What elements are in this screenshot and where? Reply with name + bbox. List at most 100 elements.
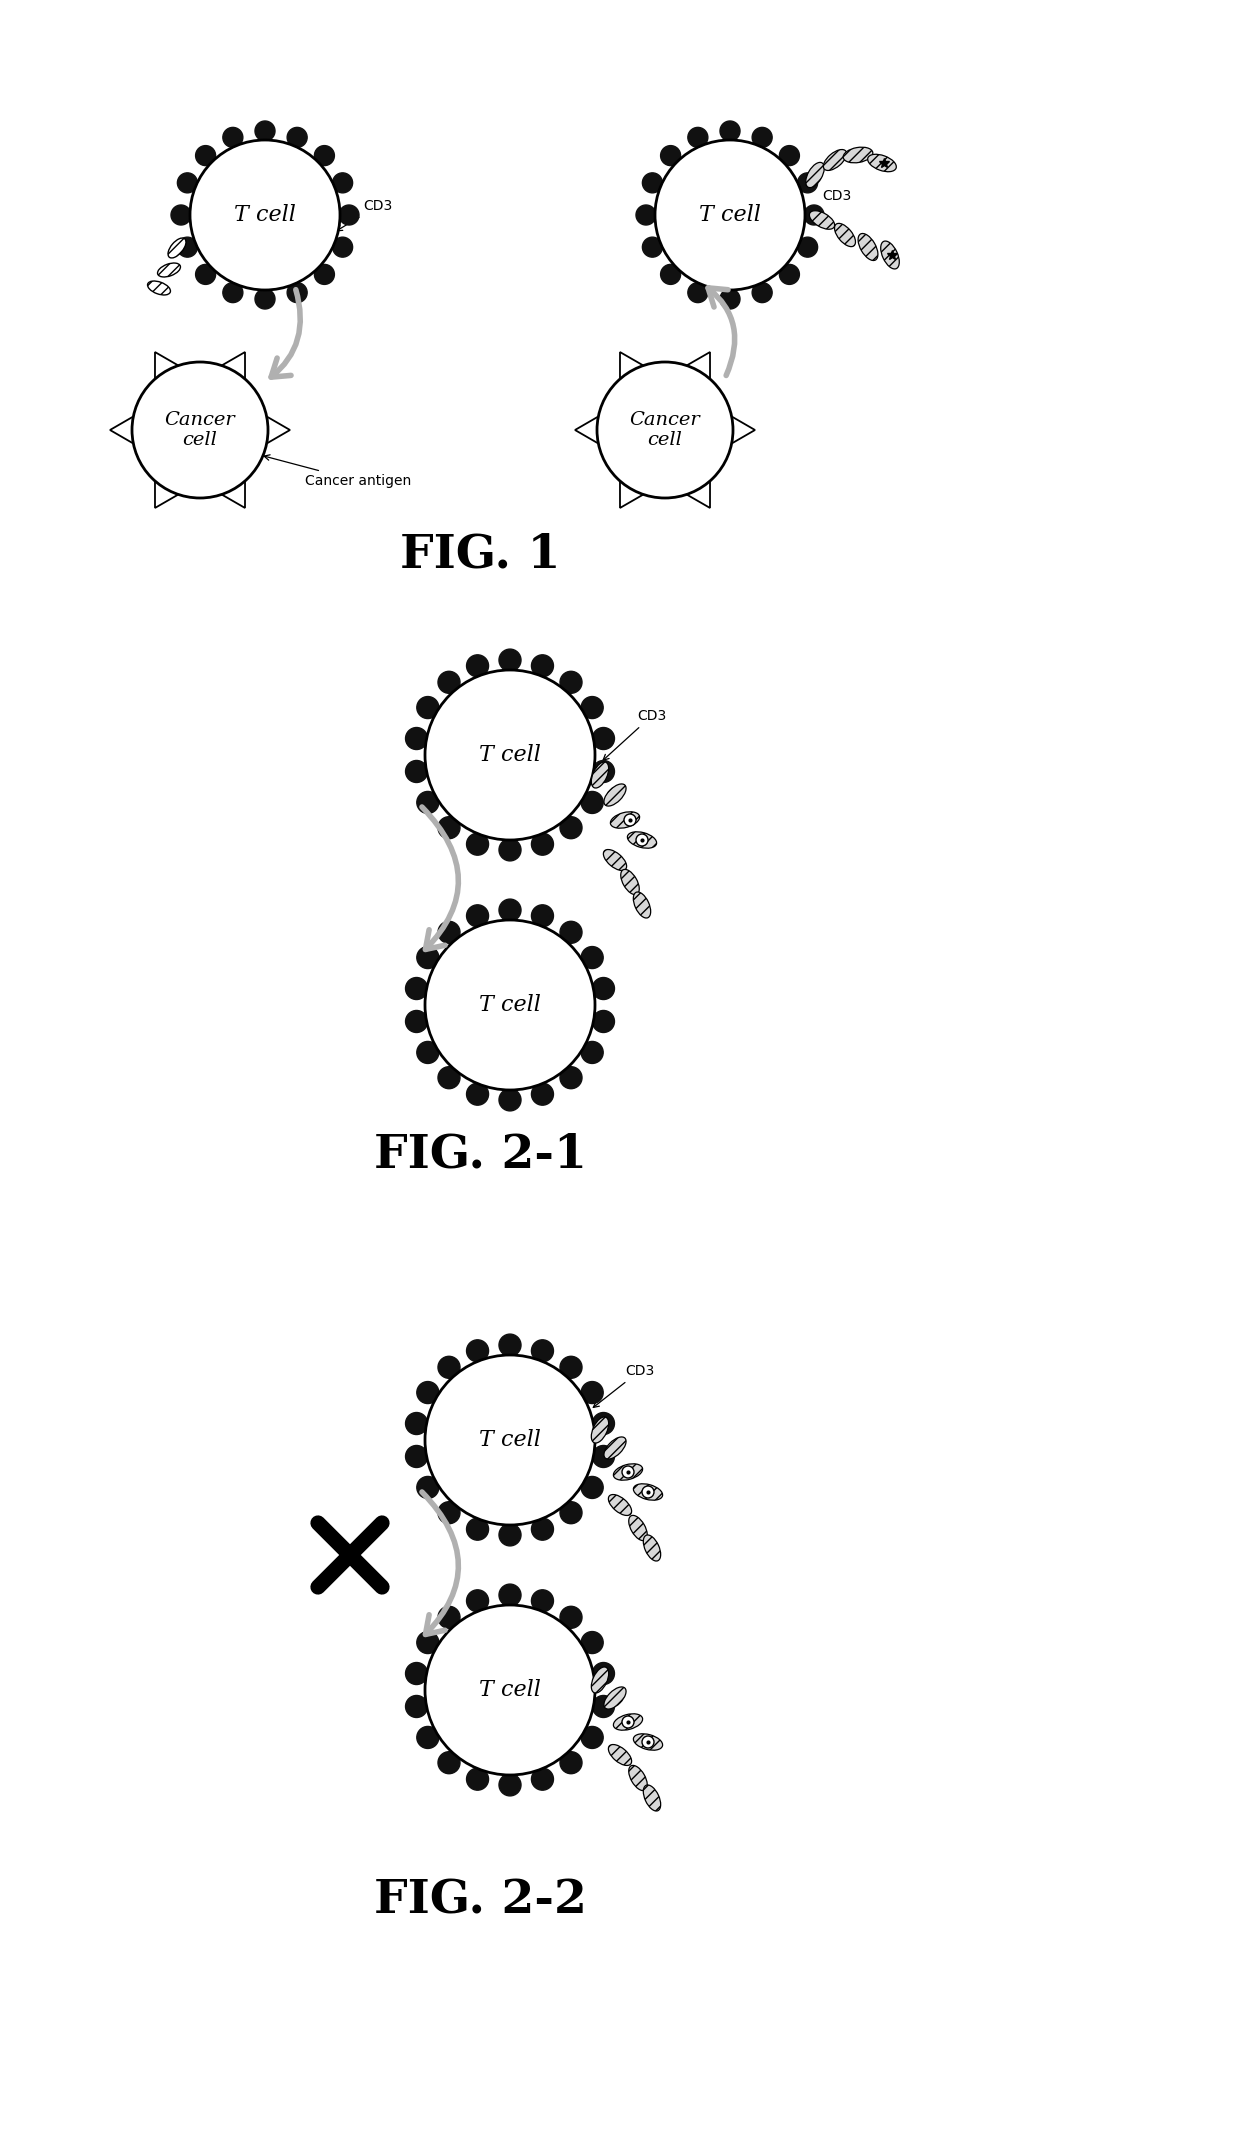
- Circle shape: [560, 671, 582, 694]
- Circle shape: [438, 671, 460, 694]
- Circle shape: [425, 921, 595, 1091]
- Ellipse shape: [880, 241, 899, 270]
- Circle shape: [753, 127, 773, 147]
- Text: T cell: T cell: [699, 205, 761, 226]
- Circle shape: [593, 1445, 615, 1468]
- Circle shape: [438, 1067, 460, 1089]
- Circle shape: [642, 1736, 653, 1749]
- Text: CD3: CD3: [593, 1365, 655, 1408]
- Circle shape: [593, 1011, 615, 1033]
- Ellipse shape: [614, 1464, 642, 1481]
- Circle shape: [560, 921, 582, 944]
- Circle shape: [582, 1477, 603, 1498]
- Circle shape: [532, 1518, 553, 1539]
- FancyArrowPatch shape: [422, 1492, 459, 1634]
- Circle shape: [438, 1751, 460, 1774]
- Text: Cancer
cell: Cancer cell: [630, 410, 701, 448]
- Circle shape: [131, 362, 268, 498]
- Circle shape: [196, 265, 216, 285]
- Circle shape: [417, 1382, 439, 1404]
- Circle shape: [466, 1082, 489, 1106]
- Circle shape: [177, 237, 197, 257]
- Circle shape: [288, 282, 308, 302]
- Circle shape: [466, 832, 489, 856]
- Circle shape: [532, 1768, 553, 1789]
- Ellipse shape: [591, 1667, 609, 1692]
- Ellipse shape: [644, 1535, 661, 1561]
- Circle shape: [636, 205, 656, 224]
- Ellipse shape: [634, 1733, 662, 1751]
- Circle shape: [466, 655, 489, 677]
- Circle shape: [532, 1339, 553, 1363]
- Circle shape: [223, 127, 243, 147]
- Text: FIG. 2-1: FIG. 2-1: [373, 1132, 587, 1177]
- Circle shape: [315, 265, 335, 285]
- Circle shape: [593, 1412, 615, 1434]
- Circle shape: [596, 362, 733, 498]
- Circle shape: [417, 946, 439, 968]
- Polygon shape: [110, 416, 134, 444]
- Ellipse shape: [148, 280, 170, 295]
- FancyArrowPatch shape: [272, 289, 300, 377]
- Circle shape: [405, 761, 428, 783]
- Circle shape: [642, 172, 662, 192]
- Text: Cancer antigen: Cancer antigen: [264, 455, 412, 487]
- Circle shape: [780, 265, 800, 285]
- Circle shape: [405, 1011, 428, 1033]
- Circle shape: [223, 282, 243, 302]
- Ellipse shape: [591, 761, 609, 789]
- FancyArrowPatch shape: [422, 806, 459, 949]
- Ellipse shape: [621, 869, 640, 895]
- Polygon shape: [155, 481, 179, 509]
- Circle shape: [498, 1585, 521, 1606]
- Ellipse shape: [604, 1436, 626, 1460]
- Polygon shape: [732, 416, 755, 444]
- Circle shape: [532, 1082, 553, 1106]
- Circle shape: [560, 1356, 582, 1378]
- Circle shape: [797, 237, 817, 257]
- FancyArrowPatch shape: [708, 289, 735, 375]
- Ellipse shape: [843, 147, 873, 164]
- Circle shape: [560, 1751, 582, 1774]
- Circle shape: [582, 1041, 603, 1063]
- Ellipse shape: [627, 832, 657, 847]
- Circle shape: [560, 817, 582, 839]
- Ellipse shape: [629, 1516, 647, 1542]
- Polygon shape: [267, 416, 290, 444]
- Circle shape: [405, 1695, 428, 1718]
- Ellipse shape: [634, 893, 651, 918]
- Circle shape: [655, 140, 805, 291]
- Ellipse shape: [169, 237, 186, 259]
- Text: FIG. 1: FIG. 1: [399, 533, 560, 578]
- Circle shape: [582, 1382, 603, 1404]
- Circle shape: [417, 1632, 439, 1654]
- Circle shape: [532, 906, 553, 927]
- Circle shape: [624, 815, 636, 826]
- Circle shape: [425, 1354, 595, 1524]
- Circle shape: [804, 205, 825, 224]
- Ellipse shape: [609, 1494, 631, 1516]
- Circle shape: [720, 289, 740, 308]
- Circle shape: [171, 205, 191, 224]
- Circle shape: [498, 839, 521, 860]
- Ellipse shape: [858, 233, 878, 261]
- Circle shape: [288, 127, 308, 147]
- Circle shape: [438, 1356, 460, 1378]
- Circle shape: [532, 832, 553, 856]
- Circle shape: [498, 1524, 521, 1546]
- Circle shape: [582, 946, 603, 968]
- Circle shape: [642, 237, 662, 257]
- Circle shape: [196, 147, 216, 166]
- Circle shape: [582, 1727, 603, 1749]
- Circle shape: [417, 1477, 439, 1498]
- Polygon shape: [575, 416, 599, 444]
- Circle shape: [438, 1606, 460, 1628]
- Ellipse shape: [644, 1785, 661, 1811]
- Circle shape: [688, 282, 708, 302]
- Circle shape: [255, 121, 275, 140]
- Circle shape: [622, 1716, 634, 1727]
- Circle shape: [438, 921, 460, 944]
- Circle shape: [438, 817, 460, 839]
- Circle shape: [177, 172, 197, 192]
- Circle shape: [466, 1589, 489, 1613]
